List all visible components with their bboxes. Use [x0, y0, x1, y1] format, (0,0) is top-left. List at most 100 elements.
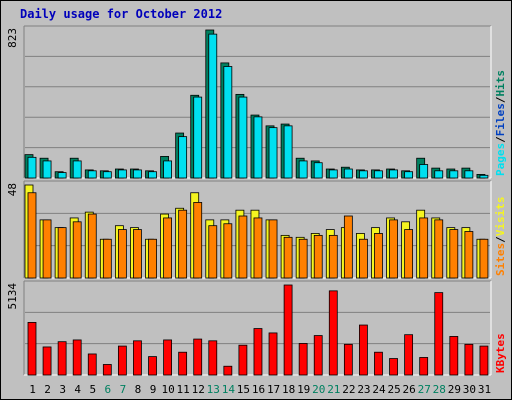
x-tick-label-day-9: 9: [150, 383, 157, 396]
sites-bar-day-15: [238, 215, 248, 279]
kbytes-bar-day-10: [163, 339, 172, 376]
x-tick-label-day-22: 22: [342, 383, 355, 396]
chart-title: Daily usage for October 2012: [20, 7, 223, 21]
x-tick-label-day-11: 11: [177, 383, 190, 396]
sites-bar-day-20: [313, 234, 323, 279]
legend-separator: /: [494, 136, 507, 143]
legend: Sites/Visits: [494, 197, 507, 277]
x-tick-label-day-20: 20: [312, 383, 325, 396]
x-tick-label-day-24: 24: [372, 383, 386, 396]
kbytes-bar-day-20: [313, 335, 323, 376]
sites-bar-day-22: [343, 215, 353, 279]
kbytes-bar-day-30: [464, 343, 474, 376]
kbytes-bar-day-11: [178, 351, 188, 376]
x-tick-label-day-16: 16: [252, 383, 265, 396]
sites-bar-day-21: [328, 234, 338, 279]
x-tick-label-day-1: 1: [29, 383, 36, 396]
sites-bar-day-13: [208, 225, 218, 279]
kbytes-bar-day-3: [57, 341, 67, 376]
kbytes-bar-day-17: [268, 332, 278, 376]
legend-kbytes: KBytes: [494, 333, 507, 373]
pages-bar-day-2: [42, 160, 52, 179]
sites-bar-day-8: [133, 229, 142, 279]
sites-bar-day-7: [117, 229, 127, 279]
pages-bar-day-23: [359, 170, 368, 179]
kbytes-bar-day-28: [434, 292, 444, 376]
kbytes-bar-day-26: [404, 334, 414, 376]
pages-bar-day-13: [208, 33, 218, 179]
legend-sites: Sites: [494, 243, 507, 276]
x-tick-label-day-19: 19: [297, 383, 310, 396]
x-tick-label-day-8: 8: [135, 383, 142, 396]
kbytes-bar-day-31: [479, 345, 489, 376]
x-tick-label-day-17: 17: [267, 383, 280, 396]
kbytes-bar-day-12: [193, 338, 203, 376]
kbytes-bar-day-18: [283, 284, 293, 376]
pages-bar-day-20: [313, 162, 323, 179]
sites-bar-day-26: [404, 229, 414, 279]
pages-bar-day-10: [163, 160, 172, 179]
pages-bar-day-6: [102, 171, 112, 179]
kbytes-bar-day-24: [374, 351, 383, 376]
legend-pages: Pages: [494, 143, 507, 176]
sites-bar-day-27: [419, 217, 429, 279]
x-tick-label-day-31: 31: [478, 383, 491, 396]
pages-bar-day-24: [374, 170, 383, 179]
x-tick-label-day-14: 14: [222, 383, 236, 396]
y-max-label: 5134: [6, 283, 19, 310]
sites-bar-day-1: [27, 192, 37, 279]
pages-bar-day-16: [253, 116, 263, 179]
pages-bar-day-3: [57, 172, 67, 179]
pages-bar-day-27: [419, 164, 429, 179]
sites-bar-day-29: [449, 229, 459, 279]
sites-bar-day-3: [57, 227, 67, 279]
x-tick-label-day-15: 15: [237, 383, 250, 396]
kbytes-bar-day-9: [148, 356, 157, 376]
pages-bar-day-1: [27, 156, 37, 179]
pages-bar-day-18: [283, 125, 293, 179]
kbytes-bar-day-5: [87, 353, 97, 376]
y-max-label: 823: [6, 28, 19, 48]
sites-bar-day-9: [148, 238, 157, 279]
kbytes-bar-day-2: [42, 346, 52, 376]
legend-files: Files: [494, 103, 507, 136]
kbytes-bar-day-22: [343, 343, 353, 376]
sites-bar-day-24: [374, 233, 383, 279]
sites-bar-day-17: [268, 219, 278, 279]
pages-bar-day-11: [178, 136, 188, 179]
kbytes-bar-day-16: [253, 328, 263, 376]
legend-separator: /: [494, 236, 507, 243]
pages-bar-day-12: [193, 96, 203, 179]
x-tick-label-day-23: 23: [357, 383, 370, 396]
x-tick-label-day-25: 25: [387, 383, 400, 396]
pages-bar-day-4: [72, 160, 82, 179]
x-tick-label-day-6: 6: [105, 383, 112, 396]
pages-bar-day-9: [148, 171, 157, 179]
sites-bar-day-31: [479, 238, 489, 279]
kbytes-bar-day-29: [449, 336, 459, 376]
pages-bar-day-14: [223, 66, 233, 179]
sites-bar-day-12: [193, 202, 203, 279]
pages-bar-day-25: [389, 169, 398, 179]
pages-bar-day-8: [133, 169, 142, 179]
x-tick-label-day-4: 4: [74, 383, 81, 396]
x-tick-label-day-2: 2: [44, 383, 51, 396]
kbytes-bar-day-27: [419, 357, 429, 376]
pages-bar-day-29: [449, 170, 459, 179]
sites-bar-day-19: [298, 238, 308, 279]
pages-bar-day-22: [343, 168, 353, 179]
pages-bar-day-31: [479, 174, 489, 179]
kbytes-bar-day-8: [133, 340, 142, 376]
sites-bar-day-28: [434, 219, 444, 279]
pages-bar-day-7: [117, 169, 127, 179]
legend-hits: Hits: [494, 70, 507, 97]
kbytes-bar-day-13: [208, 340, 218, 376]
legend-separator: /: [494, 96, 507, 103]
legend-visits: Visits: [494, 197, 507, 237]
x-tick-label-day-12: 12: [192, 383, 205, 396]
x-tick-label-day-27: 27: [418, 383, 431, 396]
kbytes-bar-day-19: [298, 343, 308, 376]
kbytes-bar-day-1: [27, 322, 37, 376]
kbytes-bar-day-7: [117, 345, 127, 376]
pages-bar-day-21: [328, 169, 338, 179]
